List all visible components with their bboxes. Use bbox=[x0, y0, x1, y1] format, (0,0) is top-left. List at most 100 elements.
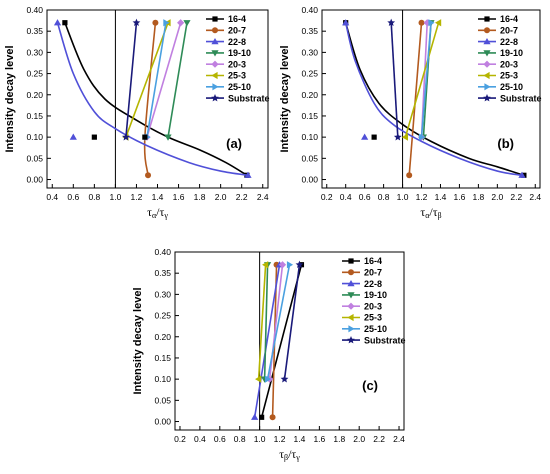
panel-label: (a) bbox=[226, 136, 242, 151]
data-point-22-8 bbox=[251, 413, 259, 420]
x-tick-label: 1.8 bbox=[333, 434, 345, 444]
y-tick-label: 0.15 bbox=[301, 111, 318, 121]
legend-marker-Substrate bbox=[347, 336, 355, 344]
y-tick-label: 0.40 bbox=[26, 5, 43, 15]
series-line-Substrate bbox=[283, 264, 301, 380]
x-tick-label: 2.2 bbox=[373, 434, 385, 444]
legend-label-16-4: 16-4 bbox=[500, 14, 518, 24]
y-tick-label: 0.10 bbox=[26, 132, 43, 142]
data-point-19-10 bbox=[164, 134, 172, 141]
x-tick-label: 0.4 bbox=[46, 192, 58, 202]
legend-marker-22-8 bbox=[483, 38, 491, 45]
y-tick-label: 0.35 bbox=[301, 26, 318, 36]
x-tick-label: 1.8 bbox=[472, 192, 484, 202]
legend-label-19-10: 19-10 bbox=[364, 290, 387, 300]
y-tick-label: 0.25 bbox=[26, 69, 43, 79]
legend-marker-20-7 bbox=[212, 27, 218, 34]
legend-marker-25-3 bbox=[211, 71, 218, 80]
y-tick-label: 0.30 bbox=[26, 47, 43, 57]
legend-marker-25-10 bbox=[484, 83, 491, 91]
y-tick-label: 0.30 bbox=[154, 289, 171, 299]
series-line-25-10 bbox=[266, 264, 291, 380]
y-axis-label: Intensity decay level bbox=[279, 46, 291, 153]
x-tick-label: 0.6 bbox=[214, 434, 226, 444]
data-point-19-10 bbox=[183, 20, 191, 27]
x-axis-label: τβ/τγ bbox=[279, 447, 300, 462]
data-point-Substrate bbox=[387, 18, 396, 27]
y-tick-label: 0.40 bbox=[154, 247, 171, 257]
legend-label-Substrate: Substrate bbox=[500, 93, 542, 103]
x-tick-label: 1.6 bbox=[454, 192, 466, 202]
legend-label-20-3: 20-3 bbox=[228, 59, 246, 69]
series-line-16-4 bbox=[64, 22, 248, 176]
legend-label-16-4: 16-4 bbox=[364, 256, 382, 266]
legend-label-25-10: 25-10 bbox=[364, 324, 387, 334]
legend-marker-22-8 bbox=[211, 38, 219, 45]
y-tick-label: 0.10 bbox=[154, 374, 171, 384]
x-tick-label: 2.4 bbox=[257, 192, 269, 202]
series-line-25-10 bbox=[420, 22, 432, 138]
data-point-25-3 bbox=[255, 375, 262, 383]
x-tick-label: 0.6 bbox=[67, 192, 79, 202]
x-tick-label: 0.4 bbox=[194, 434, 206, 444]
series-line-22-8 bbox=[56, 22, 249, 177]
series-line-25-3 bbox=[125, 22, 169, 138]
legend-label-20-7: 20-7 bbox=[364, 268, 382, 278]
y-tick-label: 0.00 bbox=[154, 417, 171, 427]
data-point-22-8 bbox=[53, 19, 62, 26]
legend-marker-20-3 bbox=[483, 60, 491, 68]
legend-marker-20-7 bbox=[348, 269, 354, 276]
x-tick-label: 0.8 bbox=[234, 434, 246, 444]
x-axis-label: τα/τβ bbox=[420, 205, 441, 220]
legend-label-25-3: 25-3 bbox=[364, 313, 382, 323]
x-tick-label: 1.4 bbox=[294, 434, 306, 444]
legend-marker-20-3 bbox=[211, 60, 219, 68]
x-tick-label: 1.0 bbox=[109, 192, 121, 202]
panel-label: (c) bbox=[362, 378, 378, 393]
series-line-25-3 bbox=[404, 22, 440, 138]
y-tick-label: 0.15 bbox=[154, 353, 171, 363]
legend-marker-Substrate bbox=[211, 94, 219, 102]
y-tick-label: 0.00 bbox=[26, 175, 43, 185]
x-tick-label: 1.8 bbox=[194, 192, 206, 202]
series-line-25-3 bbox=[257, 264, 267, 380]
data-point-25-3 bbox=[262, 261, 269, 269]
x-tick-label: 1.2 bbox=[416, 192, 428, 202]
x-tick-label: 2.0 bbox=[353, 434, 365, 444]
y-tick-label: 0.05 bbox=[301, 153, 318, 163]
x-tick-label: 0.8 bbox=[88, 192, 100, 202]
legend-label-25-10: 25-10 bbox=[228, 82, 251, 92]
data-point-20-7 bbox=[406, 172, 413, 179]
data-point-22-8 bbox=[69, 133, 77, 140]
data-point-25-10 bbox=[428, 19, 435, 27]
legend-label-25-3: 25-3 bbox=[228, 71, 246, 81]
y-tick-label: 0.15 bbox=[26, 111, 43, 121]
x-tick-label: 2.0 bbox=[491, 192, 503, 202]
legend-marker-22-8 bbox=[347, 280, 355, 287]
data-point-16-4 bbox=[259, 414, 265, 420]
y-tick-label: 0.35 bbox=[26, 26, 43, 36]
legend-marker-19-10 bbox=[211, 50, 219, 57]
x-tick-label: 0.2 bbox=[321, 192, 333, 202]
y-tick-label: 0.35 bbox=[154, 268, 171, 278]
series-line-19-10 bbox=[263, 264, 269, 380]
x-tick-label: 1.4 bbox=[152, 192, 164, 202]
y-tick-label: 0.40 bbox=[301, 5, 318, 15]
series-line-Substrate bbox=[390, 22, 399, 138]
y-tick-label: 0.10 bbox=[301, 132, 318, 142]
x-tick-label: 1.4 bbox=[435, 192, 447, 202]
series-line-Substrate bbox=[125, 22, 138, 138]
data-point-22-8 bbox=[518, 171, 526, 178]
legend-marker-20-7 bbox=[484, 27, 490, 34]
data-point-16-4 bbox=[91, 134, 97, 140]
chart-panel-2: 0.00 0.05 0.10 0.15 0.20 0.25 0.30 0.35 0.40 0.2 0… bbox=[279, 5, 542, 220]
plot-frame bbox=[321, 9, 541, 189]
legend-marker-25-10 bbox=[348, 325, 355, 333]
x-tick-label: 1.2 bbox=[131, 192, 143, 202]
series-line-20-3 bbox=[146, 22, 182, 138]
legend-label-19-10: 19-10 bbox=[228, 48, 251, 58]
data-point-22-8 bbox=[342, 19, 350, 26]
x-tick-label: 1.0 bbox=[254, 434, 266, 444]
x-tick-label: 1.6 bbox=[313, 434, 325, 444]
x-tick-label: 0.8 bbox=[378, 192, 390, 202]
